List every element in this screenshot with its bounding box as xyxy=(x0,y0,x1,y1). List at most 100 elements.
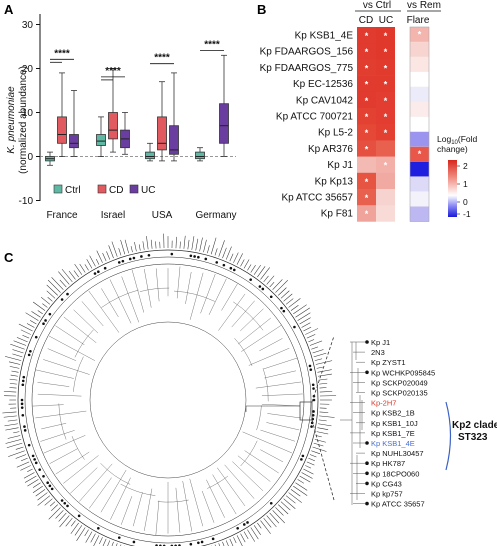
tree-leaf-label xyxy=(179,241,181,249)
leaf-dot xyxy=(365,461,369,466)
tree-leaf-label xyxy=(70,522,79,534)
tree-leaf-label xyxy=(61,268,73,283)
tree-leaf-label xyxy=(301,322,311,328)
tree-dot xyxy=(300,458,303,461)
tree-leaf-label xyxy=(37,495,51,506)
significance-label: **** xyxy=(54,48,70,59)
zoom-line-bottom xyxy=(311,419,335,501)
tree-leaf-label xyxy=(280,501,291,511)
tree-leaf-label xyxy=(15,454,27,459)
tree-leaf-label xyxy=(79,263,86,273)
tree-dot xyxy=(93,272,97,275)
tree-dot xyxy=(211,537,215,541)
tree-dot xyxy=(42,322,45,326)
row-label: Kp ATCC 700721 xyxy=(276,112,354,123)
tree-leaf-label xyxy=(318,423,332,427)
tree-leaf-label xyxy=(58,271,70,285)
tree-branch xyxy=(241,325,282,352)
tree-inner-ring xyxy=(89,321,247,479)
cell-flare xyxy=(409,116,430,133)
tree-dot xyxy=(20,402,24,406)
tree-leaf-label xyxy=(316,431,329,435)
cell-uc xyxy=(376,189,395,206)
tree-leaf-label xyxy=(272,279,283,290)
tree-leaf-label xyxy=(187,239,190,250)
leaf-label: Kp KSB1_10J xyxy=(371,419,418,428)
tree-leaf-label xyxy=(84,264,89,271)
tree-leaf-label xyxy=(3,415,17,418)
ylabel-line2: (normalized abundance) xyxy=(18,66,29,174)
tree-leaf-label xyxy=(297,312,311,321)
tree-branch xyxy=(218,293,246,331)
tree-branch xyxy=(267,413,302,419)
tree-leaf-label xyxy=(315,435,322,438)
tree-leaf-label xyxy=(12,353,23,358)
tree-branch xyxy=(261,404,300,407)
tree-branch xyxy=(121,276,140,323)
legend-label: UC xyxy=(141,185,155,196)
row-label: Kp ATCC 35657 xyxy=(281,193,353,204)
cell-uc xyxy=(376,124,395,141)
tree-leaf-label xyxy=(46,290,56,299)
tree-dot xyxy=(20,406,24,409)
cell-star: * xyxy=(365,31,369,41)
tree-branch xyxy=(43,359,90,375)
tree-branch xyxy=(212,474,237,515)
tree-leaf-label xyxy=(46,284,58,296)
tree-leaf-label xyxy=(58,512,67,522)
legend: Ctrl CD UC xyxy=(53,184,155,196)
tree-dot xyxy=(46,481,49,484)
tree-leaf-label xyxy=(295,482,308,491)
tree-branch xyxy=(100,469,127,513)
tree-branch xyxy=(208,278,227,315)
tree-leaf-label xyxy=(5,439,22,444)
tree-leaf-label xyxy=(199,237,203,252)
tree-dot xyxy=(132,540,136,544)
significance-label: **** xyxy=(204,40,220,51)
tree-leaf-label xyxy=(240,259,245,267)
tree-leaf-label xyxy=(266,275,275,285)
tree-leaf-label xyxy=(59,279,67,288)
tree-branch xyxy=(242,431,292,454)
box-cd-usa xyxy=(157,81,167,162)
panel-b-letter: B xyxy=(257,2,266,17)
tree-leaf-label xyxy=(260,267,270,280)
tree-leaf-label xyxy=(111,541,114,546)
significance-label: **** xyxy=(154,53,170,64)
clade-label-1: Kp2 clade xyxy=(452,420,497,431)
tree-dot xyxy=(50,487,54,491)
tree-branch xyxy=(224,464,255,499)
tree-leaf-label xyxy=(84,529,89,537)
colorbar-tick-label: 2 xyxy=(463,161,468,171)
cell-star: * xyxy=(418,149,422,159)
tree-branch xyxy=(37,382,70,387)
tree-dot xyxy=(38,468,41,471)
tree-leaf-label xyxy=(11,370,19,373)
leaf-dot xyxy=(365,340,369,344)
tree-leaf-label xyxy=(319,411,329,413)
cell-cd xyxy=(357,172,376,190)
cell-uc xyxy=(376,27,395,44)
tree-dot xyxy=(20,398,24,402)
tree-dot xyxy=(21,413,25,417)
y-tick-label: 20 xyxy=(22,64,34,75)
tree-branch xyxy=(182,481,193,532)
tree-dot xyxy=(132,256,136,260)
flare-cells: ** xyxy=(409,26,430,222)
row-label: Kp CAV1042 xyxy=(296,95,354,106)
group-label: USA xyxy=(152,210,173,221)
tree-leaf-label xyxy=(308,457,315,462)
tree-leaf-label xyxy=(288,492,302,503)
tree-branch xyxy=(176,266,181,299)
cell-star: * xyxy=(384,161,388,171)
significance-label: **** xyxy=(105,66,121,77)
cell-cd xyxy=(357,140,376,157)
legend-swatch xyxy=(53,184,63,194)
tree-dot xyxy=(147,253,151,257)
colorbar-title: Log10(Fold xyxy=(437,134,478,146)
tree-arc xyxy=(100,463,131,485)
tree-leaf-label xyxy=(102,252,107,262)
tree-leaf-label xyxy=(195,238,199,251)
